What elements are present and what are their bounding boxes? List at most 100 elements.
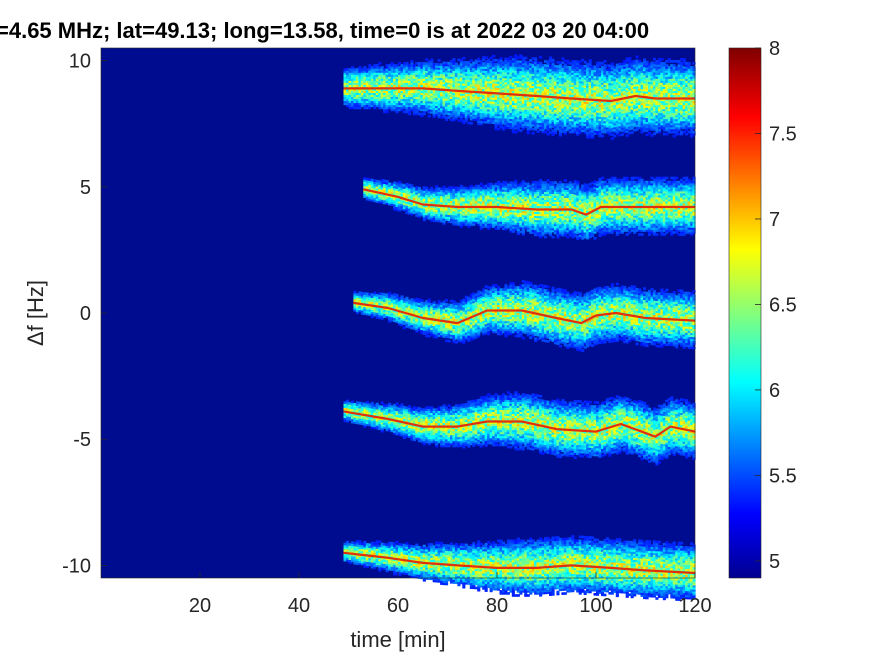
heatmap-cell [670,88,674,91]
heatmap-cell [469,122,473,125]
heatmap-cell [509,68,513,71]
heatmap-cell [447,94,451,97]
heatmap-cell [685,104,689,108]
heatmap-cell [489,76,493,80]
heatmap-cell [380,82,384,85]
heatmap-cell [576,84,580,88]
heatmap-cell [648,131,652,135]
heatmap-cell [662,90,666,93]
heatmap-cell [494,103,498,106]
heatmap-cell [588,121,592,125]
heatmap-cell [499,69,503,72]
heatmap-cell [375,76,379,79]
heatmap-cell [489,82,493,86]
heatmap-cell [657,126,661,130]
heatmap-cell [502,103,506,107]
heatmap-cell [581,119,585,122]
heatmap-cell [640,90,644,94]
heatmap-cell [551,74,555,78]
heatmap-cell [563,73,567,77]
heatmap-cell [370,104,374,108]
heatmap-cell [412,96,416,100]
heatmap-cell [482,110,486,114]
heatmap-cell [677,60,681,63]
heatmap-cell [576,66,580,70]
heatmap-cell [539,126,543,129]
heatmap-cell [363,88,367,91]
heatmap-cell [412,106,416,110]
heatmap-cell [690,120,694,124]
heatmap-cell [648,75,652,78]
heatmap-cell [586,105,590,109]
heatmap-cell [573,104,577,108]
heatmap-cell [502,95,506,99]
heatmap-cell [578,74,582,78]
heatmap-cell [615,75,619,79]
heatmap-cell [603,112,607,116]
heatmap-cell [586,63,590,66]
heatmap-cell [459,99,463,102]
heatmap-cell [415,74,419,77]
heatmap-cell [355,72,359,75]
heatmap-cell [544,126,548,130]
heatmap-cell [499,101,503,105]
heatmap-cell [432,66,436,70]
heatmap-cell [677,104,681,108]
heatmap-cell [388,92,392,95]
heatmap-cell [586,131,590,135]
heatmap-cell [412,90,416,93]
heatmap-cell [670,128,674,132]
heatmap-cell [635,79,639,83]
heatmap-cell [692,132,696,136]
heatmap-cell [450,118,454,122]
heatmap-cell [546,110,550,114]
heatmap-cell [383,78,387,81]
heatmap-cell [573,72,577,75]
heatmap-cell [430,109,434,112]
heatmap-cell [680,102,684,106]
heatmap-cell [487,102,491,106]
heatmap-cell [442,106,446,109]
heatmap-cell [536,108,540,111]
heatmap-cell [355,74,359,77]
heatmap-cell [375,98,379,102]
heatmap-cell [422,88,426,91]
heatmap-cell [499,97,503,101]
heatmap-cell [343,78,347,81]
heatmap-cell [608,90,612,94]
heatmap-cell [603,100,607,104]
heatmap-cell [450,82,454,85]
heatmap-cell [346,76,350,79]
heatmap-cell [549,88,553,92]
heatmap-cell [405,98,409,102]
heatmap-cell [601,80,605,83]
heatmap-cell [546,112,550,116]
heatmap-cell [563,116,567,119]
heatmap-cell [378,78,382,81]
heatmap-cell [415,112,419,116]
heatmap-cell [405,64,409,67]
heatmap-cell [474,92,478,95]
heatmap-cell [497,85,501,88]
heatmap-cell [487,106,491,110]
heatmap-cell [615,77,619,81]
heatmap-cell [435,99,439,102]
heatmap-cell [378,84,382,87]
heatmap-cell [605,92,609,96]
heatmap-cell [549,76,553,80]
heatmap-cell [430,76,434,80]
heatmap-cell [677,78,681,81]
heatmap-cell [558,103,562,107]
heatmap-cell [546,84,550,88]
heatmap-cell [546,98,550,102]
heatmap-cell [608,102,612,106]
heatmap-cell [497,121,501,125]
heatmap-cell [457,92,461,96]
heatmap-cell [355,88,359,91]
heatmap-cell [657,58,661,61]
heatmap-cell [667,66,671,69]
heatmap-cell [395,98,399,102]
heatmap-cell [531,77,535,81]
heatmap-cell [608,88,612,92]
heatmap-cell [583,73,587,76]
